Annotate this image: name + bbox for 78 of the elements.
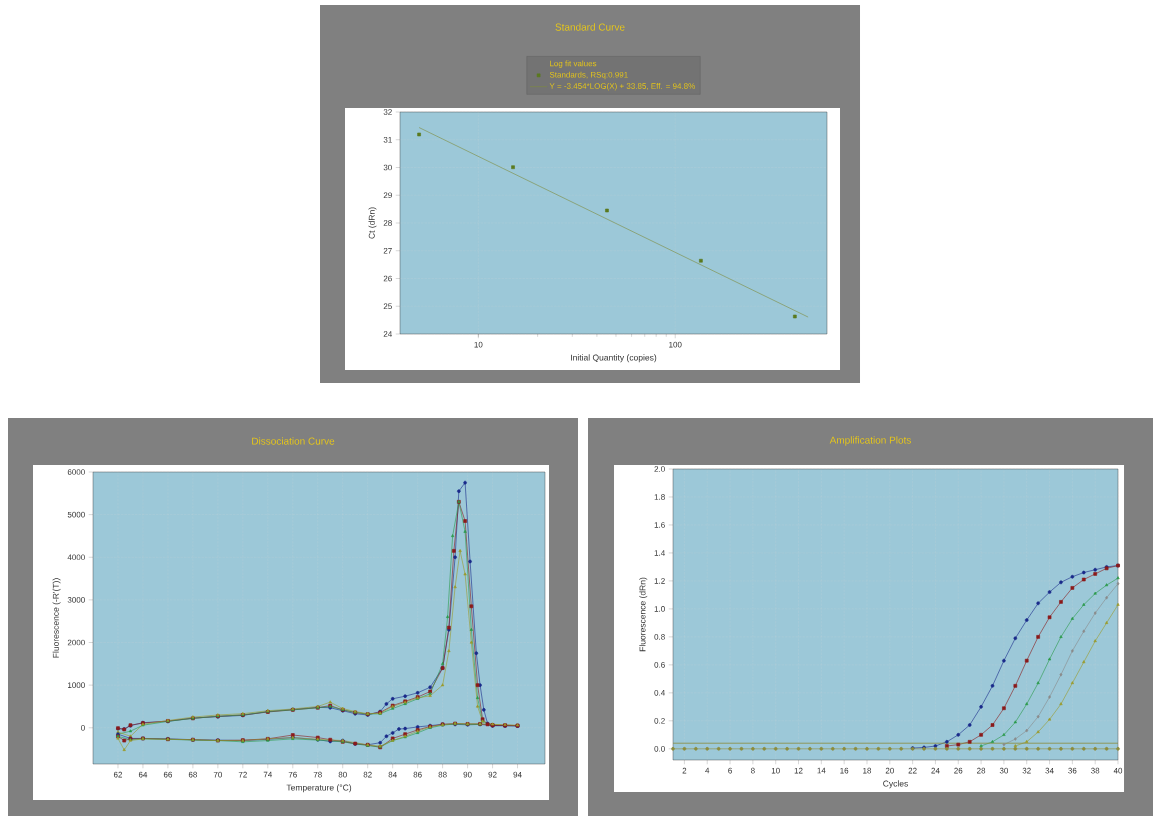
y-tick-label: 24 (383, 331, 393, 337)
y-tick-label: 0.0 (654, 745, 665, 752)
legend-label: Y = -3.454*LOG(X) + 33.85, Eff. = 94.8% (549, 83, 695, 91)
x-tick-label: 88 (438, 771, 447, 778)
x-tick-label: 28 (977, 767, 986, 774)
y-tick-label: 1.0 (654, 606, 665, 612)
y-tick-label: 25 (383, 303, 392, 310)
y-tick-label: 3000 (67, 597, 85, 603)
x-tick-label: 14 (817, 767, 826, 774)
y-tick-label: 1.2 (654, 578, 665, 584)
legend-title: Log fit values (550, 60, 597, 68)
y-tick-label: 26 (383, 275, 392, 282)
y-tick-label: 5000 (67, 511, 85, 518)
y-tick-label: 0.8 (654, 634, 665, 640)
x-tick-label: 20 (885, 767, 894, 774)
x-tick-label: 66 (163, 771, 173, 778)
x-tick-label: 12 (794, 767, 803, 774)
chart-title: Standard Curve (555, 23, 625, 31)
x-axis-title: Initial Quantity (copies) (571, 354, 657, 363)
x-tick-label: 34 (1045, 767, 1054, 774)
x-tick-label: 26 (954, 767, 963, 774)
x-tick-label: 16 (840, 767, 849, 774)
y-tick-label: 0.2 (654, 718, 665, 724)
y-tick-label: 0 (81, 724, 85, 731)
y-tick-label: 1.8 (654, 494, 665, 500)
y-tick-label: 27 (383, 247, 392, 254)
y-tick-label: 2000 (67, 639, 85, 646)
x-tick-label: 82 (363, 771, 372, 778)
y-axis-title: Ct (dRn) (368, 207, 377, 239)
x-tick-label: 22 (908, 767, 917, 774)
y-axis-title: Fluorescence (dRn) (639, 577, 648, 652)
x-axis-title: Cycles (883, 780, 908, 789)
x-tick-label: 62 (113, 771, 123, 778)
x-tick-label: 74 (263, 771, 273, 778)
y-tick-label: 29 (383, 192, 392, 199)
x-tick-label: 6 (728, 767, 732, 774)
x-tick-label: 36 (1068, 767, 1077, 774)
x-tick-label: 4 (705, 767, 710, 774)
y-tick-label: 2.0 (654, 466, 665, 472)
x-tick-label: 24 (931, 767, 940, 774)
x-tick-label: 2 (682, 767, 687, 774)
y-tick-label: 1.6 (654, 522, 665, 528)
y-tick-label: 32 (383, 109, 392, 115)
x-tick-label: 80 (338, 771, 347, 778)
x-tick-label: 100 (669, 341, 682, 348)
y-tick-label: 31 (383, 136, 392, 143)
y-tick-label: 6000 (67, 469, 85, 475)
x-tick-label: 32 (1022, 767, 1031, 774)
x-tick-label: 84 (388, 771, 397, 778)
legend-label: Standards, RSq:0.991 (549, 71, 628, 80)
y-tick-label: 0.6 (654, 662, 665, 668)
y-tick-label: 1000 (68, 682, 85, 688)
x-tick-label: 38 (1091, 767, 1100, 774)
x-axis-title: Temperature (°C) (286, 784, 352, 793)
y-tick-label: 1.4 (654, 550, 665, 556)
x-tick-label: 78 (313, 771, 322, 778)
x-tick-label: 8 (751, 767, 755, 774)
chart-title: Dissociation Curve (252, 437, 335, 445)
x-tick-label: 92 (488, 771, 497, 778)
y-tick-label: 0.4 (654, 690, 665, 696)
y-axis-title: Fluorescence (-R'(T)) (52, 578, 61, 658)
y-tick-label: 30 (383, 164, 392, 171)
x-tick-label: 90 (463, 771, 472, 778)
x-tick-label: 72 (238, 771, 247, 778)
x-tick-label: 10 (771, 767, 780, 774)
x-tick-label: 10 (474, 341, 483, 348)
y-tick-label: 28 (383, 220, 392, 226)
x-tick-label: 64 (138, 771, 148, 778)
y-tick-label: 4000 (67, 554, 85, 561)
x-tick-label: 76 (288, 771, 297, 778)
x-tick-label: 70 (213, 771, 222, 778)
x-tick-label: 40 (1113, 767, 1123, 774)
x-tick-label: 30 (999, 767, 1009, 774)
x-tick-label: 86 (413, 771, 422, 778)
x-tick-label: 18 (863, 767, 872, 774)
x-tick-label: 68 (188, 771, 197, 778)
x-tick-label: 94 (513, 771, 522, 778)
chart-title: Amplification Plots (829, 436, 911, 446)
